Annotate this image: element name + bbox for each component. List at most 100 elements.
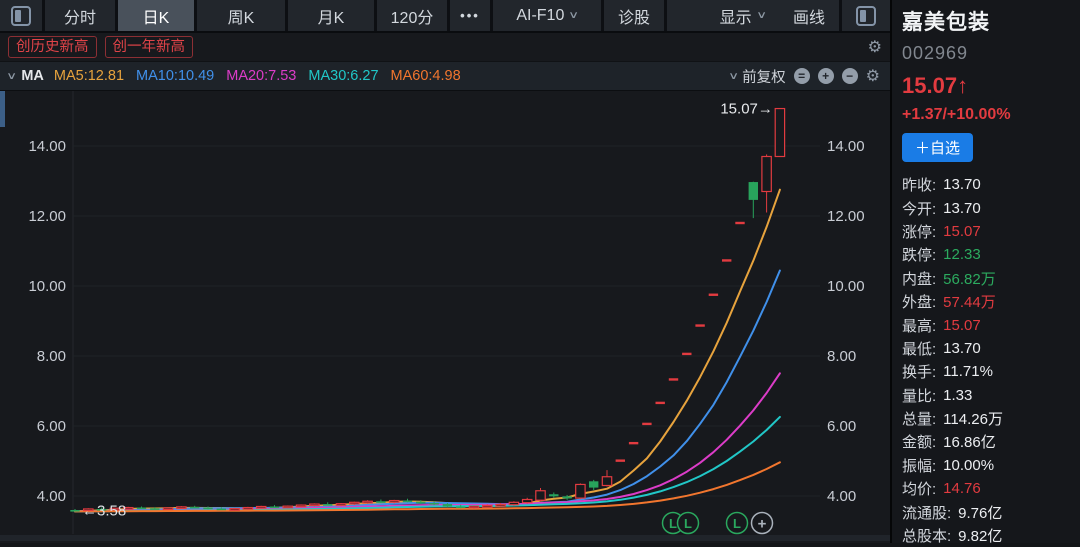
candle-body-down [323, 504, 333, 506]
price-axis-right-label: 14.00 [827, 138, 865, 155]
stat-value: 15.07 [943, 316, 981, 334]
stat-row: 流通股: 9.76亿 [902, 500, 1080, 523]
candle-body-down [216, 508, 226, 511]
limit-up-dash [735, 221, 745, 225]
stat-row: 昨收: 13.70 [902, 173, 1080, 196]
zoom-reset-button[interactable]: = [793, 68, 810, 84]
toolbar-spacer [667, 0, 706, 31]
add-marker-icon[interactable] [750, 511, 774, 535]
stat-label: 金额: [902, 434, 937, 452]
ma20-value: MA20:7.53 [226, 68, 297, 84]
candle-body-up [176, 506, 187, 510]
ma60-value: MA60:4.98 [390, 68, 461, 84]
stat-value: 57.44万 [943, 294, 996, 312]
price-axis-right-label: 8.00 [827, 348, 856, 365]
record-high-tag[interactable]: 创历史新高 [8, 36, 97, 58]
candle-body-down [456, 506, 466, 509]
ai-f10-dropdown[interactable]: AI-F10 ∨ [493, 0, 604, 31]
current-price: 15.07↑ [902, 73, 969, 98]
stat-value: 114.26万 [943, 411, 1003, 429]
stat-row: 换手: 11.71% [902, 360, 1080, 383]
candle-body-down [562, 496, 572, 499]
draw-line-button[interactable]: 画线 [792, 9, 825, 27]
candle-body-up [508, 501, 520, 506]
candle-body-down [416, 501, 426, 504]
candle-body-up [362, 500, 373, 504]
candle-body-up [521, 498, 533, 504]
display-dropdown[interactable]: 显示 ∨ [719, 9, 767, 27]
stat-label: 今开: [902, 200, 937, 218]
one-year-high-tag[interactable]: 创一年新高 [104, 36, 193, 58]
stock-name: 嘉美包装 [902, 11, 990, 34]
scroll-indicator[interactable] [0, 91, 5, 127]
limit-up-badge-icon[interactable] [725, 511, 749, 535]
add-watchlist-button[interactable]: ＋自选 [902, 133, 974, 162]
limit-up-dash [695, 324, 705, 327]
low-price-annotation: ←3.58 [82, 503, 126, 520]
stat-value: 13.70 [943, 339, 981, 357]
badge-glyph: L [684, 516, 692, 531]
period-toolbar: 分时 日K 周K 月K 120分 ••• AI-F10 ∨ 诊股 显示 ∨ 画线 [0, 0, 890, 33]
stat-row: 最低: 13.70 [902, 337, 1080, 360]
ma-line-20 [74, 372, 781, 513]
adjust-mode-dropdown[interactable]: ∨ 前复权 [727, 69, 786, 86]
price-axis-left-label: 8.00 [37, 348, 66, 365]
chevron-down-icon[interactable]: ∨ [6, 70, 18, 82]
gear-icon[interactable]: ⚙ [867, 39, 882, 56]
price-axis-right-label: 10.00 [827, 278, 865, 295]
chevron-down-icon: ∨ [755, 10, 767, 21]
tab-weekly-k[interactable]: 周K [197, 0, 288, 31]
candle-body-up [575, 483, 586, 499]
price-axis-right-label: 12.00 [827, 208, 865, 225]
limit-up-dash [722, 259, 732, 262]
candle-body-up [388, 499, 400, 503]
candle-body-down [549, 494, 559, 497]
zoom-in-button[interactable]: + [817, 68, 834, 84]
candle-body-up [109, 507, 121, 511]
stat-label: 最高: [902, 317, 937, 335]
stat-row: 外盘: 57.44万 [902, 290, 1080, 313]
diagnose-button[interactable]: 诊股 [604, 0, 667, 31]
candle-body-down [376, 501, 386, 503]
tab-minute[interactable]: 分时 [45, 0, 118, 31]
left-panel-toggle-button[interactable] [0, 0, 45, 31]
tab-daily-k[interactable]: 日K [118, 0, 197, 31]
gear-icon[interactable]: ⚙ [865, 68, 880, 85]
limit-up-badge-icon[interactable] [676, 511, 700, 535]
toolbar-right-group: 显示 ∨ 画线 [706, 0, 890, 31]
candle-body-up [122, 506, 134, 510]
stats-list: 昨收: 13.70 今开: 13.70 涨停: 15.07 跌停: 12.33 内盘: 56.82… [902, 173, 1080, 547]
limit-up-dash [682, 352, 692, 356]
candle-body-up [335, 503, 347, 506]
stat-value: 56.82万 [943, 270, 996, 288]
candle-body-down [203, 507, 213, 510]
limit-up-dash [655, 401, 665, 405]
stat-row: 金额: 16.86亿 [902, 430, 1080, 453]
tab-120min[interactable]: 120分 [377, 0, 450, 31]
tab-monthly-k[interactable]: 月K [288, 0, 377, 31]
time-axis-strip [0, 535, 890, 541]
stat-row: 今开: 13.70 [902, 196, 1080, 219]
stat-value: 11.71% [943, 363, 993, 381]
candle-body-up [761, 155, 772, 193]
limit-up-dash [708, 293, 719, 296]
limit-up-dash [642, 422, 652, 426]
left-panel-toggle-icon [11, 5, 31, 26]
stat-label: 均价: [902, 481, 937, 499]
right-panel-toggle-button[interactable] [839, 0, 890, 31]
stat-value: 12.33 [943, 246, 981, 264]
stat-value: 1.33 [943, 386, 973, 404]
stat-label: 跌停: [902, 247, 937, 265]
stat-label: 振幅: [902, 457, 937, 475]
signal-tag-row: 创历史新高 创一年新高 ⚙ [0, 33, 890, 62]
more-periods-button[interactable]: ••• [450, 0, 493, 31]
chevron-down-icon: ∨ [727, 70, 739, 82]
stat-row: 内盘: 56.82万 [902, 267, 1080, 290]
candle-body-down [748, 182, 758, 200]
stat-row: 涨停: 15.07 [902, 220, 1080, 243]
candle-body-up [601, 476, 613, 487]
stat-row: 均价: 14.76 [902, 477, 1080, 500]
ma-indicator-bar: ∨ MA MA5:12.81 MA10:10.49 MA20:7.53 MA30… [0, 62, 890, 91]
zoom-out-button[interactable]: − [841, 68, 858, 84]
kline-chart[interactable]: 14.00 14.00 12.00 12.00 10.00 10.00 8.00 8.00 6.… [0, 91, 890, 541]
